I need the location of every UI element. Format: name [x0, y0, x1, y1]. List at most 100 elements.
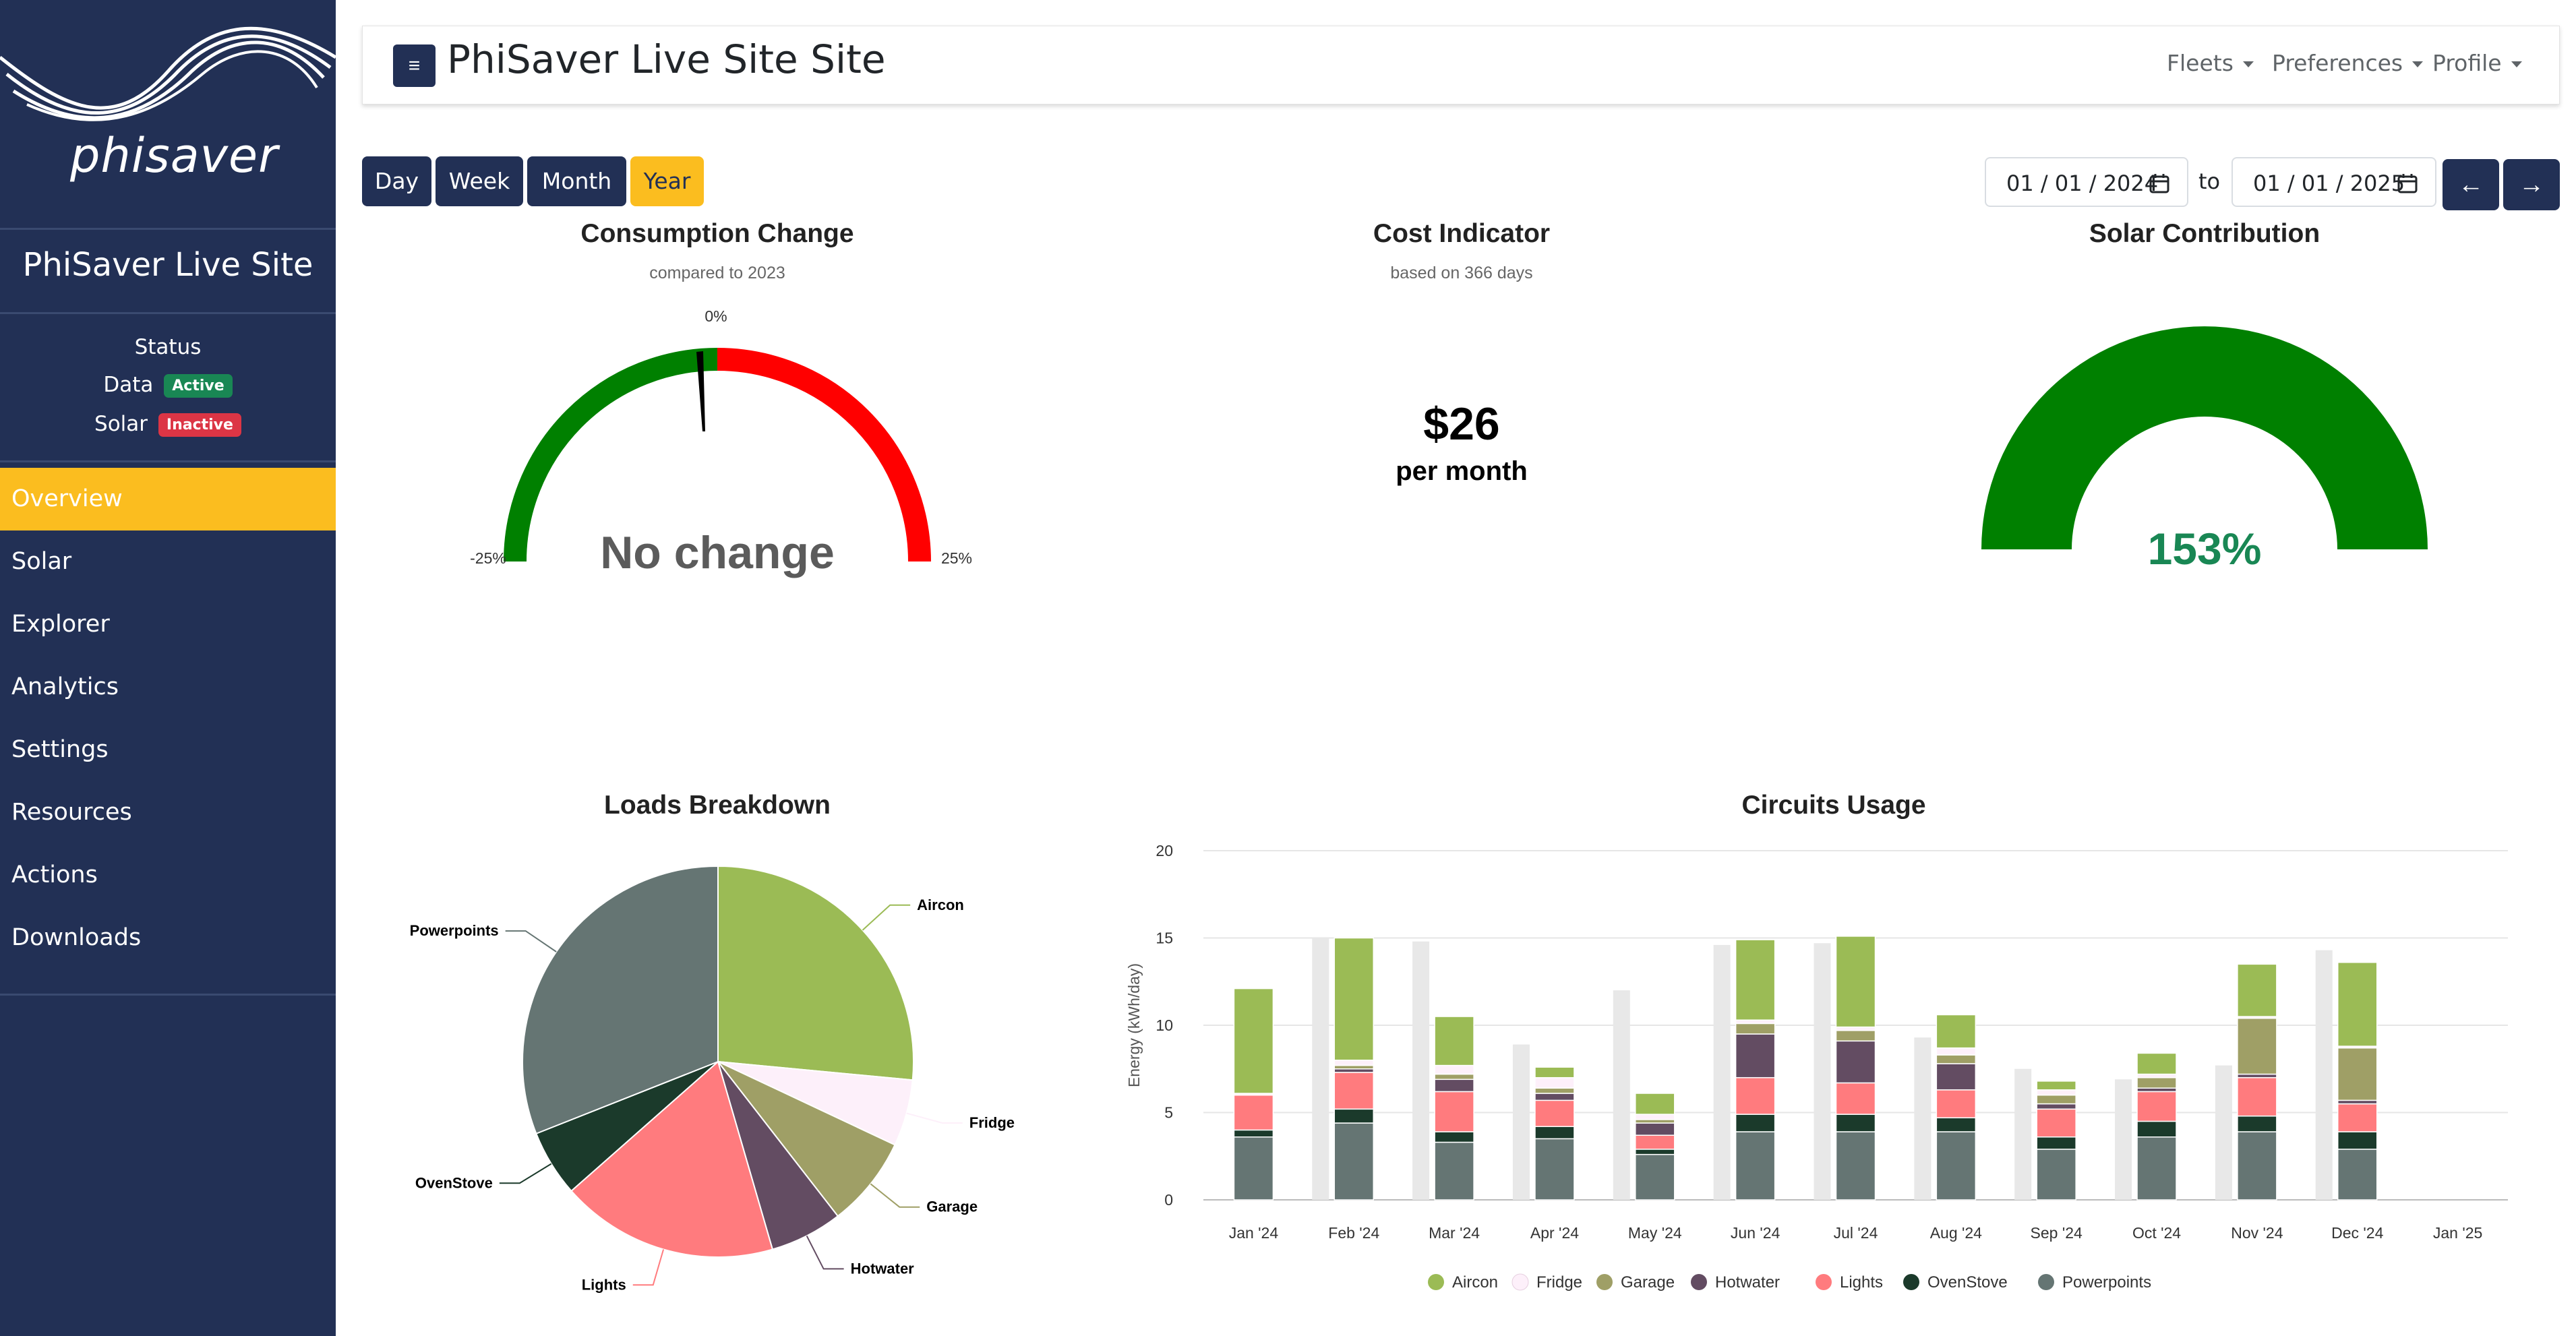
next-range-button[interactable]: →	[2503, 159, 2560, 210]
calendar-icon[interactable]	[2149, 173, 2169, 193]
bar-segment-powerpoints	[2036, 1149, 2076, 1201]
bar-segment-fridge	[1835, 1026, 1876, 1031]
bar-segment-hotwater	[1936, 1063, 1977, 1091]
date-to-input[interactable]: 01 / 01 / 2025	[2231, 157, 2436, 207]
x-tick-label: Apr '24	[1530, 1224, 1579, 1242]
preferences-menu[interactable]: Preferences	[2272, 50, 2424, 76]
bar-segment-powerpoints	[2237, 1131, 2277, 1201]
range-week-button[interactable]: Week	[436, 156, 523, 206]
x-tick-label: May '24	[1628, 1224, 1682, 1242]
cost-title: Cost Indicator	[1373, 219, 1551, 248]
bar-segment-powerpoints	[1735, 1131, 1776, 1201]
sidebar-item-downloads[interactable]: Downloads	[11, 924, 142, 951]
circuits-usage-title: Circuits Usage	[1741, 791, 1926, 820]
status-row-solar: Solar Inactive	[0, 412, 336, 437]
sidebar-item-explorer[interactable]: Explorer	[11, 611, 110, 638]
bar-segment-garage	[1735, 1023, 1776, 1035]
arrow-right-icon: →	[2519, 171, 2544, 199]
bar-segment-lights	[1534, 1099, 1575, 1127]
gauge-label-zero: 0%	[705, 307, 727, 325]
bar-segment-garage	[1534, 1087, 1575, 1094]
pie-connector-aircon	[862, 904, 911, 931]
previous-year-bar	[1412, 941, 1430, 1200]
pie-connector-powerpoints	[505, 930, 557, 952]
y-tick-label: 15	[1156, 930, 1173, 947]
bar-segment-lights	[2136, 1091, 2177, 1122]
bar-segment-lights	[1735, 1076, 1776, 1115]
sidebar-item-resources[interactable]: Resources	[11, 799, 132, 826]
bar-segment-ovenstove	[1534, 1126, 1575, 1140]
wave-logo-icon	[0, 26, 336, 121]
bar-segment-aircon	[1936, 1014, 1977, 1049]
bar-segment-aircon	[1635, 1093, 1675, 1115]
profile-menu[interactable]: Profile	[2432, 50, 2522, 76]
legend-label-garage: Garage	[1621, 1273, 1675, 1292]
bar-segment-ovenstove	[2337, 1131, 2378, 1150]
pie-connector-hotwater	[806, 1235, 844, 1270]
to-label: to	[2198, 169, 2221, 194]
sidebar-item-solar[interactable]: Solar	[11, 548, 72, 575]
bar-segment-garage	[2237, 1017, 2277, 1075]
bar-segment-powerpoints	[1835, 1131, 1876, 1201]
arrow-left-icon: ←	[2458, 171, 2484, 199]
solar-gauge-arc	[1981, 326, 2428, 549]
bar-segment-ovenstove	[1635, 1149, 1675, 1155]
bar-segment-garage	[1936, 1054, 1977, 1064]
bar-segment-aircon	[2036, 1081, 2076, 1091]
bar-segment-garage	[2136, 1076, 2177, 1089]
bar-segment-ovenstove	[1334, 1108, 1375, 1124]
calendar-icon[interactable]	[2397, 173, 2418, 193]
date-from-input[interactable]: 01 / 01 / 2024	[1985, 157, 2188, 207]
pie-connector-garage	[870, 1183, 920, 1208]
sidebar-item-overview[interactable]: Overview	[0, 468, 336, 530]
previous-year-bar	[1814, 943, 1831, 1200]
bar-segment-hotwater	[2136, 1087, 2177, 1093]
fleets-menu-label: Fleets	[2167, 50, 2234, 76]
range-month-button[interactable]: Month	[527, 156, 626, 206]
sidebar-item-analytics[interactable]: Analytics	[11, 673, 119, 700]
bar-segment-fridge	[1635, 1114, 1675, 1120]
gauge-green-arc	[504, 348, 718, 562]
bar-segment-garage	[1835, 1030, 1876, 1042]
menu-toggle-button[interactable]: ≡	[393, 44, 436, 87]
hamburger-icon: ≡	[408, 55, 421, 77]
legend-label-powerpoints: Powerpoints	[2062, 1273, 2151, 1292]
divider	[0, 312, 336, 314]
pie-connector-lights	[632, 1249, 665, 1286]
bar-segment-hotwater	[1534, 1093, 1575, 1101]
range-day-button[interactable]: Day	[362, 156, 431, 206]
range-year-button[interactable]: Year	[630, 156, 704, 206]
sidebar-item-settings[interactable]: Settings	[11, 736, 109, 763]
sidebar-item-actions[interactable]: Actions	[11, 861, 98, 888]
pie-connector-fridge	[906, 1112, 963, 1124]
previous-year-bar	[1512, 1044, 1530, 1200]
y-tick-label: 5	[1164, 1104, 1173, 1122]
bar-segment-hotwater	[1635, 1122, 1675, 1136]
pie-label-fridge: Fridge	[969, 1114, 1015, 1131]
consumption-title: Consumption Change	[580, 219, 854, 248]
prev-range-button[interactable]: ←	[2443, 159, 2499, 210]
fleets-menu[interactable]: Fleets	[2167, 50, 2254, 76]
logo[interactable]: phisaver	[0, 0, 336, 230]
cost-subtitle: based on 366 days	[1390, 264, 1533, 282]
bar-segment-hotwater	[2237, 1073, 2277, 1079]
page-title: PhiSaver Live Site Site	[447, 36, 886, 82]
legend-marker-hotwater	[1691, 1274, 1707, 1290]
legend-label-ovenstove: OvenStove	[1927, 1273, 2008, 1292]
bar-segment-fridge	[1735, 1019, 1776, 1025]
legend-marker-lights	[1816, 1274, 1832, 1290]
y-tick-label: 20	[1156, 842, 1173, 859]
previous-year-bar	[1613, 990, 1630, 1200]
pie-label-powerpoints: Powerpoints	[410, 922, 499, 939]
bar-segment-powerpoints	[1233, 1136, 1274, 1201]
bar-segment-ovenstove	[2036, 1136, 2076, 1150]
bar-segment-fridge	[1534, 1076, 1575, 1089]
caret-down-icon	[2511, 61, 2522, 67]
bar-segment-garage	[2337, 1047, 2378, 1101]
cost-unit: per month	[1396, 456, 1528, 486]
previous-year-bar	[1312, 938, 1329, 1200]
bar-segment-aircon	[1434, 1016, 1474, 1066]
bar-segment-lights	[2237, 1076, 2277, 1117]
legend-marker-ovenstove	[1903, 1274, 1919, 1290]
x-tick-label: Sep '24	[2031, 1224, 2083, 1242]
